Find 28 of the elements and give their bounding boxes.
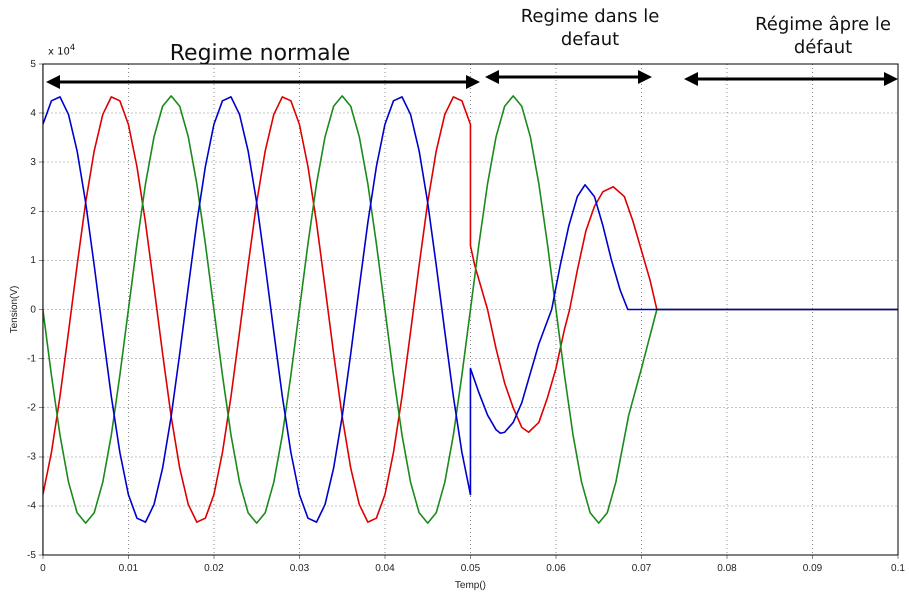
x-tick-label: 0 (40, 562, 46, 574)
x-tick-label: 0.07 (632, 562, 652, 574)
x-tick-label: 0.06 (546, 562, 566, 574)
x-tick-label: 0.1 (891, 562, 906, 574)
x-tick-label: 0.09 (802, 562, 823, 574)
x-tick-label: 0.01 (118, 562, 139, 574)
text: x 10$^{4}$ (48, 42, 76, 59)
y-tick-label: -2 (26, 402, 36, 414)
y-tick-label: -1 (26, 353, 36, 364)
y-tick-label: 4 (30, 108, 36, 119)
x-axis-title: Temp() (454, 580, 486, 591)
x-tick-label: 0.03 (290, 562, 310, 574)
y-tick-label: -4 (26, 500, 36, 512)
y-tick-label: 0 (30, 304, 36, 316)
x-tick-label: 0.08 (717, 562, 738, 574)
y-tick-label: 1 (30, 255, 36, 266)
y-tick-label: -3 (26, 452, 36, 463)
text: Regime dans le defaut (520, 6, 660, 51)
y-tick-label: -5 (26, 550, 36, 561)
x-tick-label: 0.05 (460, 562, 481, 574)
x-tick-label: 0.04 (375, 562, 396, 574)
annotation: Regime normale (168, 40, 352, 68)
y-tick-label: 2 (30, 206, 36, 218)
y-axis-title: Tension(V) (8, 286, 20, 334)
y-tick-label: 5 (30, 58, 36, 70)
y-tick-label: 3 (30, 156, 36, 168)
text: Régime âpre le défaut (754, 14, 892, 59)
x-tick-label: 0.02 (204, 562, 224, 574)
